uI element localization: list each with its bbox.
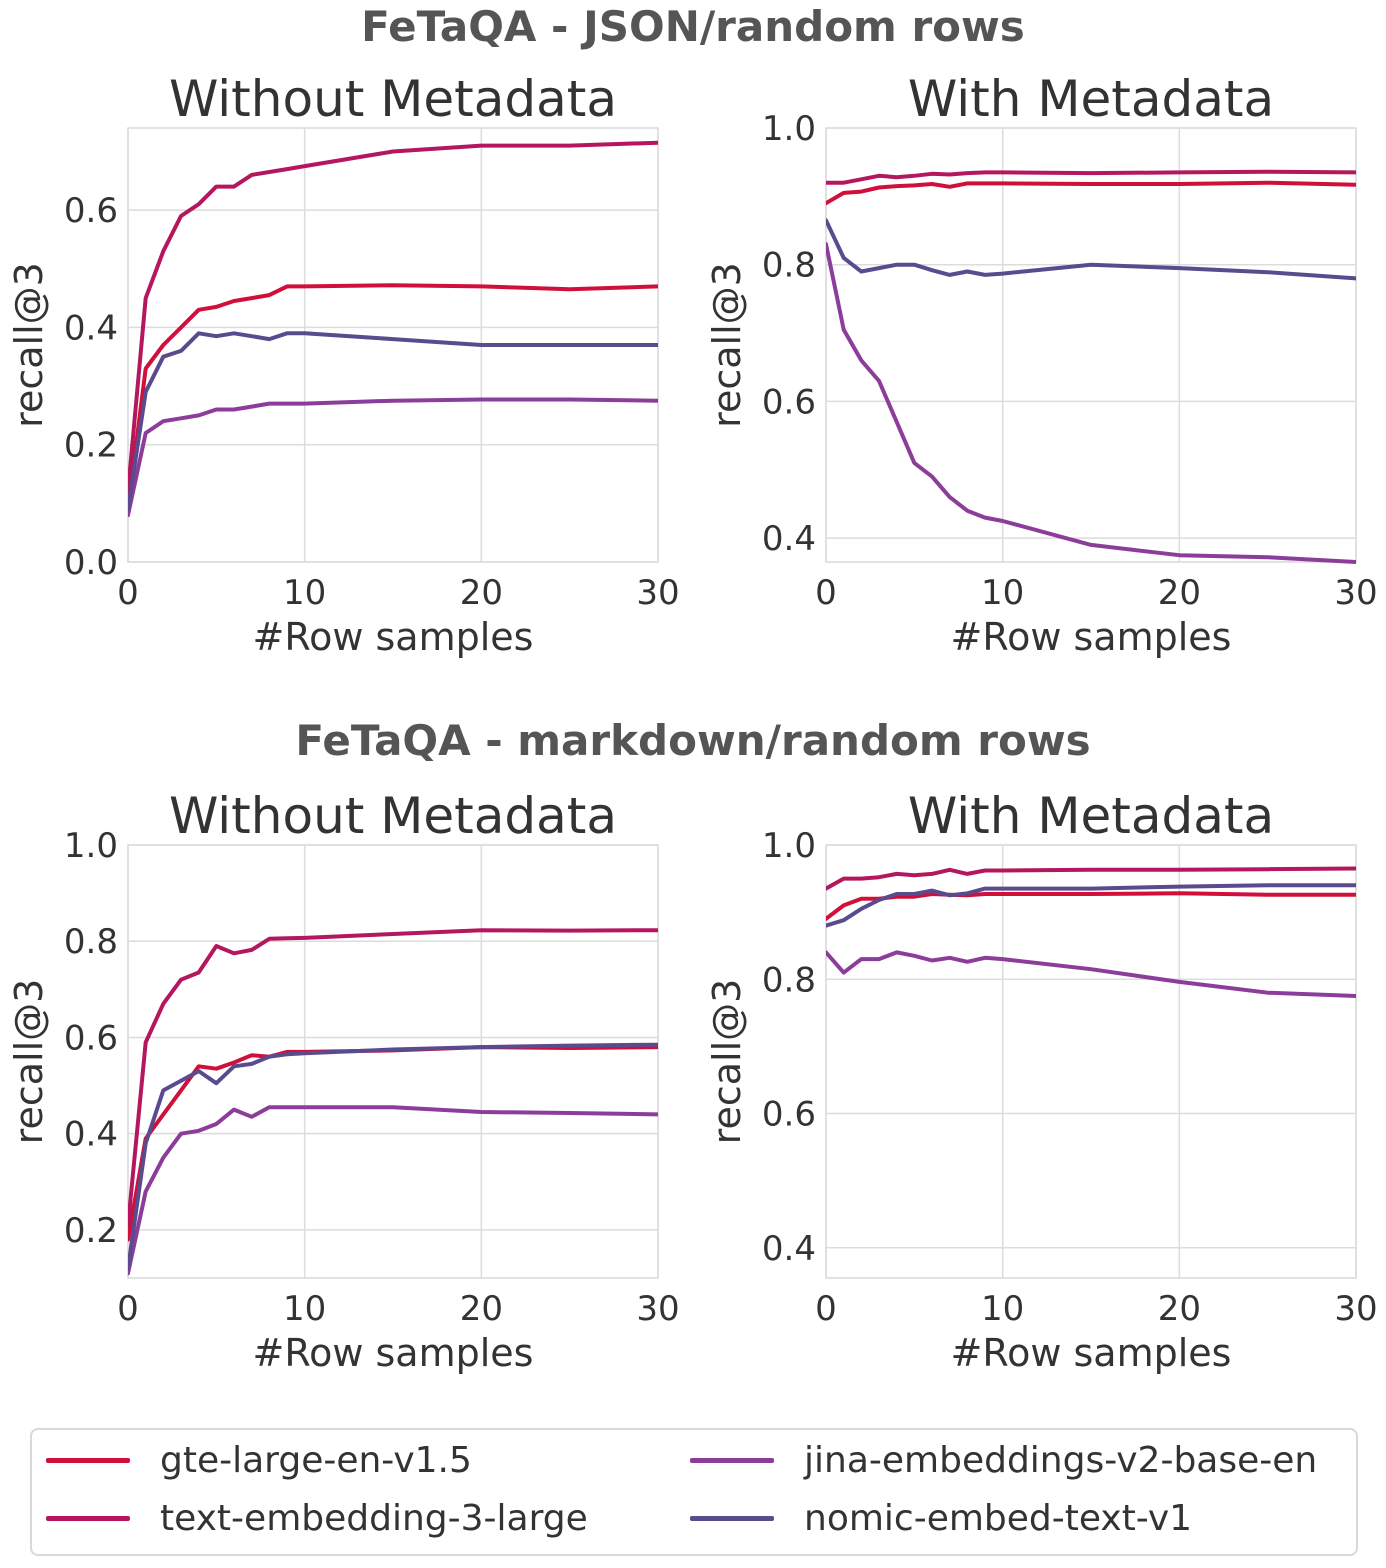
section-title-json: FeTaQA - JSON/random rows: [361, 2, 1025, 51]
x-tick-label: 10: [981, 1289, 1024, 1329]
x-tick-label: 0: [117, 573, 139, 613]
x-tick-label: 20: [1158, 1289, 1201, 1329]
x-axis-label: #Row samples: [951, 615, 1232, 659]
x-tick-label: 20: [460, 1289, 503, 1329]
y-tick-label: 1.0: [64, 826, 118, 866]
series-line-gte-large-en-v1-5: [826, 180, 1356, 206]
y-tick-label: 1.0: [762, 109, 816, 149]
y-tick-label: 0.4: [64, 308, 118, 348]
x-tick-label: 10: [283, 1289, 326, 1329]
legend-swatch-jina: [690, 1458, 774, 1463]
x-tick-label: 30: [1334, 573, 1377, 613]
legend-label-gte: gte-large-en-v1.5: [160, 1440, 472, 1481]
y-tick-label: 0.2: [64, 1211, 118, 1251]
series-line-jina-embeddings-v2-base-en: [826, 950, 1356, 998]
legend-item-text-embedding: text-embedding-3-large: [46, 1498, 588, 1539]
panel-title: Without Metadata: [169, 70, 617, 128]
legend-swatch-text-embedding: [46, 1516, 130, 1521]
y-tick-label: 1.0: [762, 826, 816, 866]
legend-label-nomic: nomic-embed-text-v1: [804, 1498, 1193, 1539]
series-line-text-embedding-3-large: [826, 169, 1356, 185]
chart-panel-1: 0 10 20 30 0.0 0.2 0.4 0.6 Without Metadata #Row …: [7, 70, 680, 659]
legend-label-text-embedding: text-embedding-3-large: [160, 1498, 588, 1539]
x-tick-label: 10: [283, 573, 326, 613]
legend-swatch-gte: [46, 1458, 130, 1463]
y-tick-label: 0.8: [762, 960, 816, 1000]
y-tick-label: 0.0: [64, 543, 118, 583]
series-line-nomic-embed-text-v1: [826, 883, 1356, 928]
y-tick-label: 0.6: [64, 1018, 118, 1058]
y-axis-label: recall@3: [7, 979, 51, 1145]
legend-item-gte: gte-large-en-v1.5: [46, 1440, 472, 1481]
series-line-nomic-embed-text-v1: [128, 331, 658, 512]
panel-title: Without Metadata: [169, 787, 617, 845]
x-axis-label: #Row samples: [253, 615, 534, 659]
chart-panel-4: 0 10 20 30 0.4 0.6 0.8 1.0 With Metadata #Row sam…: [705, 787, 1378, 1375]
series-line-gte-large-en-v1-5: [826, 891, 1356, 921]
x-tick-label: 0: [815, 1289, 837, 1329]
series-line-text-embedding-3-large: [128, 928, 658, 1228]
panel-title: With Metadata: [908, 70, 1274, 128]
plot-frame: [825, 127, 1357, 563]
legend-item-nomic: nomic-embed-text-v1: [690, 1498, 1192, 1539]
x-tick-label: 30: [636, 573, 679, 613]
legend-label-jina: jina-embeddings-v2-base-en: [804, 1440, 1318, 1481]
chart-legend: gte-large-en-v1.5 text-embedding-3-large…: [30, 1428, 1358, 1556]
chart-panel-2: 0 10 20 30 0.4 0.6 0.8 1.0 With Metadata #Row sam…: [705, 70, 1378, 659]
x-tick-label: 0: [815, 573, 837, 613]
series-line-jina-embeddings-v2-base-en: [128, 1105, 658, 1276]
legend-item-jina: jina-embeddings-v2-base-en: [690, 1440, 1317, 1481]
plot-frame: [127, 844, 659, 1279]
y-tick-label: 0.4: [64, 1115, 118, 1155]
legend-swatch-nomic: [690, 1516, 774, 1521]
y-tick-label: 0.6: [762, 1095, 816, 1135]
y-axis-label: recall@3: [705, 979, 749, 1145]
y-axis-label: recall@3: [7, 262, 51, 428]
y-tick-label: 0.4: [762, 1229, 816, 1269]
panel-title: With Metadata: [908, 787, 1274, 845]
x-axis-label: #Row samples: [951, 1331, 1232, 1375]
chart-panel-3: 0 10 20 30 0.2 0.4 0.6 0.8 1.0 Without Metadata #R…: [7, 787, 680, 1375]
series-line-gte-large-en-v1-5: [128, 283, 658, 512]
x-tick-label: 20: [1158, 573, 1201, 613]
x-tick-label: 10: [981, 573, 1024, 613]
plot-frame: [825, 844, 1357, 1279]
series-line-jina-embeddings-v2-base-en: [128, 397, 658, 518]
y-axis-label: recall@3: [705, 262, 749, 428]
x-tick-label: 0: [117, 1289, 139, 1329]
section-title-markdown: FeTaQA - markdown/random rows: [295, 716, 1091, 765]
x-axis-label: #Row samples: [253, 1331, 534, 1375]
chart-figure: 0 10 20 30 0.0 0.2 0.4 0.6 Without Metadata #Row …: [7, 70, 1378, 1375]
y-tick-label: 0.8: [762, 246, 816, 286]
y-tick-label: 0.2: [64, 426, 118, 466]
series-line-nomic-embed-text-v1: [826, 218, 1356, 281]
series-line-nomic-embed-text-v1: [128, 1042, 658, 1271]
y-tick-label: 0.6: [762, 382, 816, 422]
x-tick-label: 20: [460, 573, 503, 613]
y-tick-label: 0.8: [64, 922, 118, 962]
series-line-text-embedding-3-large: [826, 866, 1356, 891]
x-tick-label: 30: [1334, 1289, 1377, 1329]
x-tick-label: 30: [636, 1289, 679, 1329]
series-line-text-embedding-3-large: [128, 140, 658, 494]
y-tick-label: 0.4: [762, 519, 816, 559]
series-line-jina-embeddings-v2-base-en: [826, 242, 1356, 564]
y-tick-label: 0.6: [64, 191, 118, 231]
